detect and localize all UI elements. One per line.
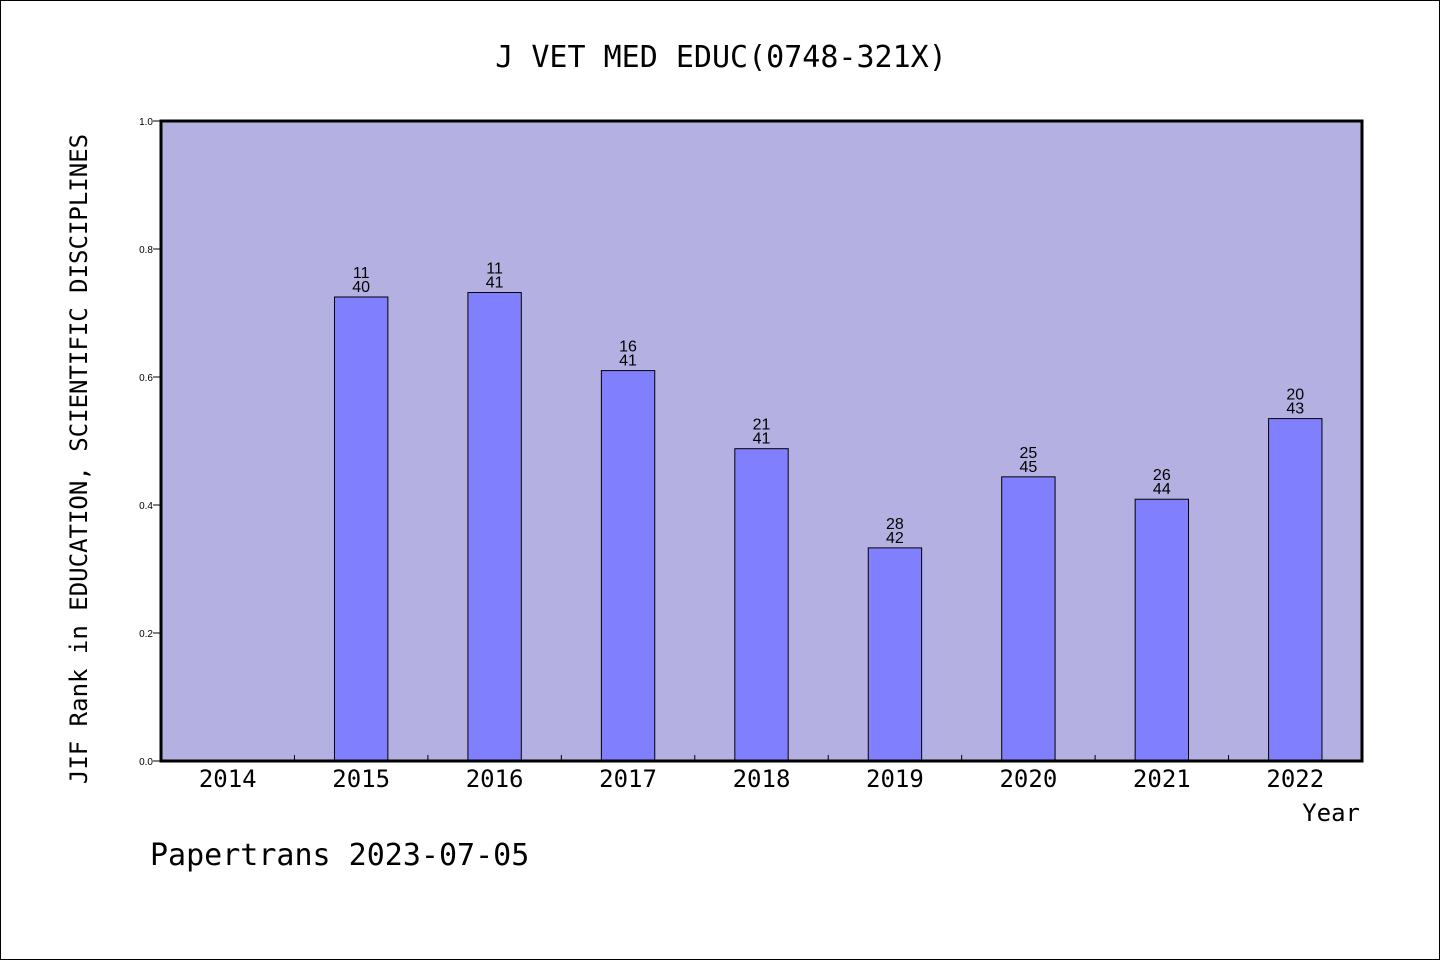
bar <box>1268 418 1323 762</box>
bar-total-label: 40 <box>352 279 370 296</box>
bar-rank-label: 25 <box>1019 445 1037 462</box>
bar-total-label: 42 <box>886 530 904 547</box>
bar-rank-label: 11 <box>486 261 503 278</box>
bar-total-label: 45 <box>1019 459 1037 476</box>
bar <box>1134 498 1190 762</box>
plot-frame <box>159 119 1364 763</box>
x-tick-label: 2015 <box>332 765 390 793</box>
bar-total-label: 41 <box>486 275 504 292</box>
bar-rank-label: 28 <box>886 516 904 533</box>
x-tick-label: 2016 <box>466 765 524 793</box>
bar <box>1001 476 1056 762</box>
x-tick-label: 2019 <box>866 765 924 793</box>
bar <box>467 292 522 762</box>
x-tick-label: 2020 <box>999 765 1057 793</box>
bar-rank-label: 11 <box>353 265 370 282</box>
chart-title: J VET MED EDUC(0748-321X) <box>495 40 947 75</box>
bar-total-label: 41 <box>619 353 637 370</box>
bar <box>734 448 789 762</box>
ticks-layer: 2014 2015 2016 2017 2018 2019 2020 2021 20220.00… <box>139 117 1324 793</box>
y-axis-label: JIF Rank in EDUCATION, SCIENTIFIC DISCIP… <box>65 134 93 784</box>
bar-rank-label: 20 <box>1286 387 1304 404</box>
y-tick-label: 0.2 <box>139 629 153 640</box>
x-tick-label: 2018 <box>733 765 791 793</box>
x-tick-label: 2017 <box>599 765 657 793</box>
y-tick-label: 0.8 <box>139 245 153 256</box>
y-tick-label: 0.0 <box>139 757 153 768</box>
x-axis-label: Year <box>1302 799 1360 827</box>
bar-rank-label: 26 <box>1153 467 1171 484</box>
footer-source: Papertrans 2023-07-05 <box>150 838 529 873</box>
bar <box>600 370 656 762</box>
bar-total-label: 41 <box>753 431 771 448</box>
bar <box>333 296 389 762</box>
bar <box>867 547 923 762</box>
x-tick-label: 2014 <box>199 765 257 793</box>
y-tick-label: 0.6 <box>139 373 153 384</box>
bar-total-label: 44 <box>1153 481 1171 498</box>
bar-total-label: 43 <box>1286 401 1304 418</box>
bar-rank-label: 16 <box>619 339 637 356</box>
x-tick-label: 2021 <box>1133 765 1191 793</box>
y-tick-label: 1.0 <box>139 117 153 128</box>
bar-rank-label: 21 <box>753 417 771 434</box>
y-tick-label: 0.4 <box>139 501 153 512</box>
x-tick-label: 2022 <box>1266 765 1324 793</box>
